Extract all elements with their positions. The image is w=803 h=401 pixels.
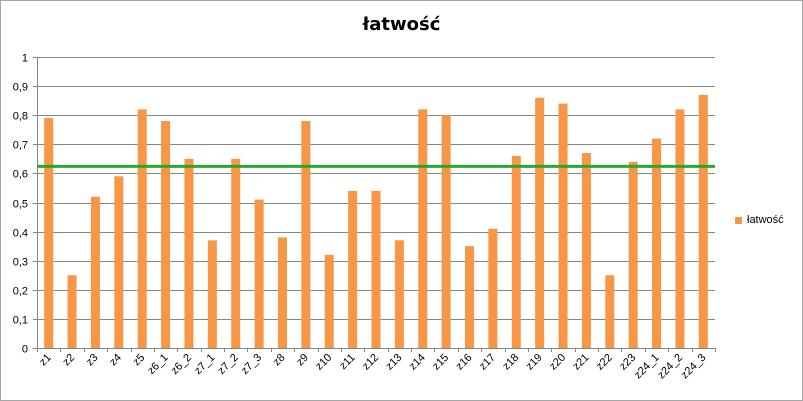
x-tick-label: z8 xyxy=(271,352,288,369)
y-tick-label: 0 xyxy=(22,344,28,356)
bar xyxy=(231,158,241,348)
x-tick-label: z7_2 xyxy=(215,352,240,377)
x-tick-label: z1 xyxy=(37,352,54,369)
legend-swatch xyxy=(735,216,742,224)
x-tick-label: z17 xyxy=(477,352,498,373)
x-tick-label: z22 xyxy=(594,352,615,373)
y-tick-label: 0,1 xyxy=(13,315,28,327)
x-tick-label: z12 xyxy=(360,352,381,373)
bar xyxy=(67,275,77,348)
x-tick-label: z24_2 xyxy=(655,352,685,382)
x-tick-label: z11 xyxy=(337,352,357,372)
x-tick-label: z6_1 xyxy=(145,352,170,377)
y-tick-label: 0,9 xyxy=(13,82,28,94)
x-tick-label: z13 xyxy=(383,352,404,373)
y-tick-label: 0,4 xyxy=(13,228,28,240)
x-tick-label: z7_1 xyxy=(192,352,217,377)
x-tick-label: z24_1 xyxy=(632,352,662,382)
bar xyxy=(184,158,194,348)
bar xyxy=(441,115,451,348)
bar xyxy=(44,118,54,348)
x-tick-label: z9 xyxy=(294,352,311,369)
x-tick-label: z3 xyxy=(84,352,101,369)
bar xyxy=(628,161,638,348)
x-tick-label: z7_3 xyxy=(239,352,264,377)
x-tick-label: z15 xyxy=(430,352,451,373)
bar xyxy=(301,121,311,349)
bar xyxy=(698,94,708,348)
bar-series xyxy=(44,94,708,349)
bar xyxy=(161,121,171,349)
x-tick-label: z2 xyxy=(60,352,77,369)
y-tick-label: 0,6 xyxy=(13,169,28,181)
x-tick-label: z18 xyxy=(500,352,521,373)
bar xyxy=(394,240,404,348)
y-tick-label: 1 xyxy=(22,53,28,65)
bar xyxy=(465,246,475,348)
bar xyxy=(348,190,358,348)
bar xyxy=(558,103,568,348)
y-axis-ticks: 0 0,1 0,2 0,3 0,4 0,5 0,6 0,7 0,8 0,9 1 xyxy=(13,53,37,356)
legend-label: łatwość xyxy=(747,214,784,226)
x-tick-label: z6_2 xyxy=(169,352,194,377)
bar xyxy=(277,237,287,348)
x-tick-label: z10 xyxy=(313,352,334,373)
bar xyxy=(675,109,685,348)
x-tick-label: z21 xyxy=(570,352,591,373)
x-tick-label: z16 xyxy=(454,352,475,373)
bar xyxy=(652,138,662,348)
bar xyxy=(511,155,521,348)
y-tick-label: 0,2 xyxy=(13,286,28,298)
bar xyxy=(207,240,217,348)
bar xyxy=(114,176,124,348)
gridlines xyxy=(37,57,715,349)
bar xyxy=(488,228,498,348)
y-tick-label: 0,7 xyxy=(13,140,28,152)
x-tick-label: z20 xyxy=(547,352,568,373)
bar xyxy=(254,199,264,348)
bar xyxy=(535,97,545,349)
chart-title: łatwość xyxy=(362,14,441,35)
bar xyxy=(605,275,615,348)
x-tick-label: z5 xyxy=(131,352,148,369)
bar xyxy=(90,196,100,348)
x-tick-label: z4 xyxy=(107,352,124,369)
bar xyxy=(137,109,147,348)
x-tick-label: z19 xyxy=(524,352,545,373)
x-tick-label: z24_3 xyxy=(679,352,709,382)
bar xyxy=(324,254,334,348)
legend: łatwość xyxy=(735,214,784,226)
bar xyxy=(418,109,428,348)
y-tick-label: 0,5 xyxy=(13,199,28,211)
y-tick-label: 0,3 xyxy=(13,257,28,269)
bar xyxy=(371,190,381,348)
y-tick-label: 0,8 xyxy=(13,111,28,123)
bar xyxy=(581,153,591,348)
x-tick-label: z14 xyxy=(407,352,428,373)
